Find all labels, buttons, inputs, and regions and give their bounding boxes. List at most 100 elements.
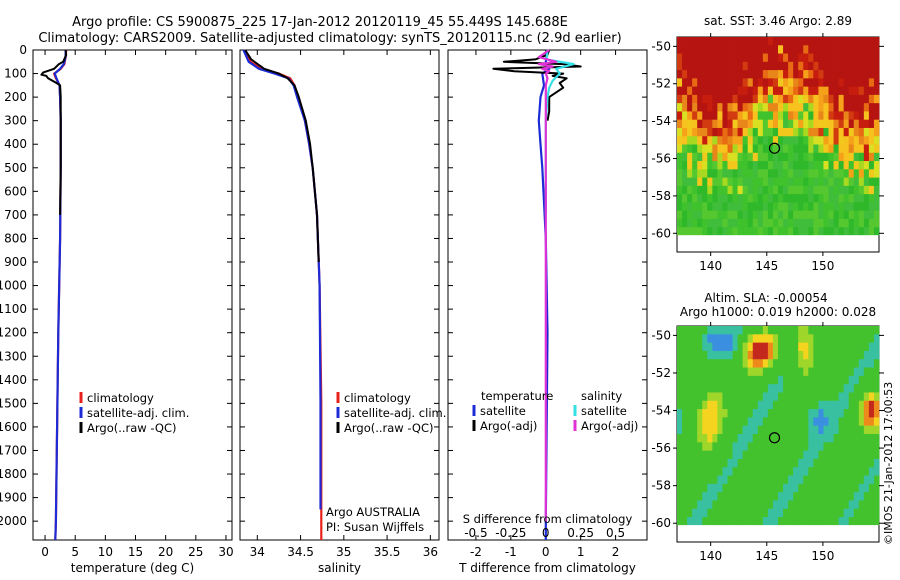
x-tick-label: 35.5 <box>374 545 401 559</box>
y-tick-label: -58 <box>651 189 671 203</box>
legend-heading: temperature <box>481 389 553 403</box>
x-tick-label: 25 <box>188 545 203 559</box>
legend-label: Argo(..raw -QC) <box>344 421 434 435</box>
series-line-satellite <box>242 49 322 510</box>
y-tick-label: 1800 <box>0 467 27 481</box>
y-tick-label: -52 <box>651 366 671 380</box>
y-tick-label: 700 <box>4 208 27 222</box>
annotation-program: Argo AUSTRALIA <box>326 505 420 519</box>
legend-label: satellite <box>480 404 526 418</box>
x-tick-label: 30 <box>218 545 233 559</box>
difference-panel: -2 -1 0 1 2 T difference from climatology -0.5… <box>447 49 648 575</box>
x-axis-label: temperature (deg C) <box>71 561 194 575</box>
x-tick-label: 0 <box>542 545 550 559</box>
sst-map-panel: sat. SST: 3.46 Argo: 2.89 -50 -52 -54 -56 -58… <box>651 14 884 273</box>
x-tick-label: 5 <box>71 545 79 559</box>
y-tick-label: -54 <box>651 114 671 128</box>
y-tick-label: 100 <box>4 67 27 81</box>
s-tick-label: 0 <box>542 526 550 540</box>
sst-map-title: sat. SST: 3.46 Argo: 2.89 <box>704 14 852 28</box>
y-tick-label: 1300 <box>0 349 27 363</box>
y-tick-label: 0 <box>19 43 27 57</box>
x-tick-label: 140 <box>699 259 722 273</box>
sst-heatmap-cells <box>677 37 880 236</box>
sla-map-title-line2: Argo h1000: 0.019 h2000: 0.028 <box>680 305 876 319</box>
legend-label: Argo(..raw -QC) <box>87 421 177 435</box>
y-tick-label: -60 <box>651 516 671 530</box>
plot-frame <box>32 49 233 541</box>
s-tick-label: 0.25 <box>567 526 594 540</box>
argo-position-marker <box>768 142 781 154</box>
y-tick-label: 300 <box>4 114 27 128</box>
y-tick-label: -60 <box>651 226 671 240</box>
series-line-argo <box>492 49 582 121</box>
series-line-argo <box>40 49 68 215</box>
y-tick-label: 800 <box>4 231 27 245</box>
s-axis-label: S difference from climatology <box>463 512 633 526</box>
y-tick-label: 500 <box>4 161 27 175</box>
y-tick-label: 1000 <box>0 279 27 293</box>
y-tick-label: -50 <box>651 39 671 53</box>
annotation-pi: PI: Susan Wijffels <box>326 520 424 534</box>
y-tick-label: 200 <box>4 90 27 104</box>
x-tick-label: -2 <box>470 545 482 559</box>
figure-title-line2: Climatology: CARS2009. Satellite-adjuste… <box>38 31 621 46</box>
s-tick-label: 0.5 <box>606 526 625 540</box>
y-tick-label: -58 <box>651 479 671 493</box>
y-tick-label: 1900 <box>0 491 27 505</box>
x-tick-label: 150 <box>811 259 834 273</box>
x-tick-label: 1 <box>577 545 585 559</box>
x-tick-label: 140 <box>699 549 722 563</box>
x-tick-label: 20 <box>158 545 173 559</box>
series-line-satellite <box>537 49 551 540</box>
legend-label: satellite <box>581 404 627 418</box>
x-tick-label: 15 <box>128 545 143 559</box>
x-axis-label: T difference from climatology <box>458 561 636 575</box>
sla-map-title-line1: Altim. SLA: -0.00054 <box>704 291 827 305</box>
y-tick-label: 2000 <box>0 514 27 528</box>
legend-label: Argo(-adj) <box>480 419 537 433</box>
figure-title-line1: Argo profile: CS 5900875_225 17-Jan-2012… <box>72 15 568 30</box>
legend-label: climatology <box>87 391 154 405</box>
x-tick-label: 2 <box>612 545 620 559</box>
x-tick-label: -1 <box>505 545 517 559</box>
plot-frame <box>239 49 440 541</box>
x-tick-label: 145 <box>755 549 778 563</box>
x-tick-label: 145 <box>755 259 778 273</box>
x-tick-label: 36 <box>423 545 438 559</box>
x-tick-label: 0 <box>41 545 49 559</box>
y-tick-label: 1400 <box>0 373 27 387</box>
y-tick-label: 1200 <box>0 326 27 340</box>
legend-label: climatology <box>344 391 411 405</box>
x-tick-label: 34 <box>250 545 265 559</box>
x-tick-label: 35 <box>336 545 351 559</box>
legend-label: satellite-adj. clim. <box>344 406 446 420</box>
x-tick-label: 34.5 <box>287 545 314 559</box>
legend-label: satellite-adj. clim. <box>87 406 189 420</box>
x-axis-label: salinity <box>318 561 361 575</box>
x-tick-label: 10 <box>98 545 113 559</box>
y-tick-label: 1500 <box>0 396 27 410</box>
y-tick-label: 1700 <box>0 443 27 457</box>
s-tick-label: -0.5 <box>464 526 487 540</box>
y-tick-label: -56 <box>651 441 671 455</box>
y-tick-label: 400 <box>4 137 27 151</box>
y-tick-label: 1100 <box>0 302 27 316</box>
y-tick-label: 1600 <box>0 420 27 434</box>
series-line-argo <box>244 49 320 263</box>
y-tick-label: 600 <box>4 184 27 198</box>
legend-label: Argo(-adj) <box>581 419 638 433</box>
y-tick-label: 900 <box>4 255 27 269</box>
sla-heatmap-cells <box>677 326 880 526</box>
x-tick-label: 150 <box>811 549 834 563</box>
argo-position-marker <box>768 432 781 444</box>
legend-heading: salinity <box>581 389 622 403</box>
temperature-panel: 0100200300400500600700800900100011001200… <box>0 43 234 575</box>
s-tick-label: -0.25 <box>495 526 526 540</box>
y-tick-label: -54 <box>651 404 671 418</box>
y-tick-label: -52 <box>651 77 671 91</box>
y-tick-label: -50 <box>651 328 671 342</box>
salinity-panel: 34 34.5 35 35.5 36 salinity climatologysatelli… <box>239 49 446 575</box>
